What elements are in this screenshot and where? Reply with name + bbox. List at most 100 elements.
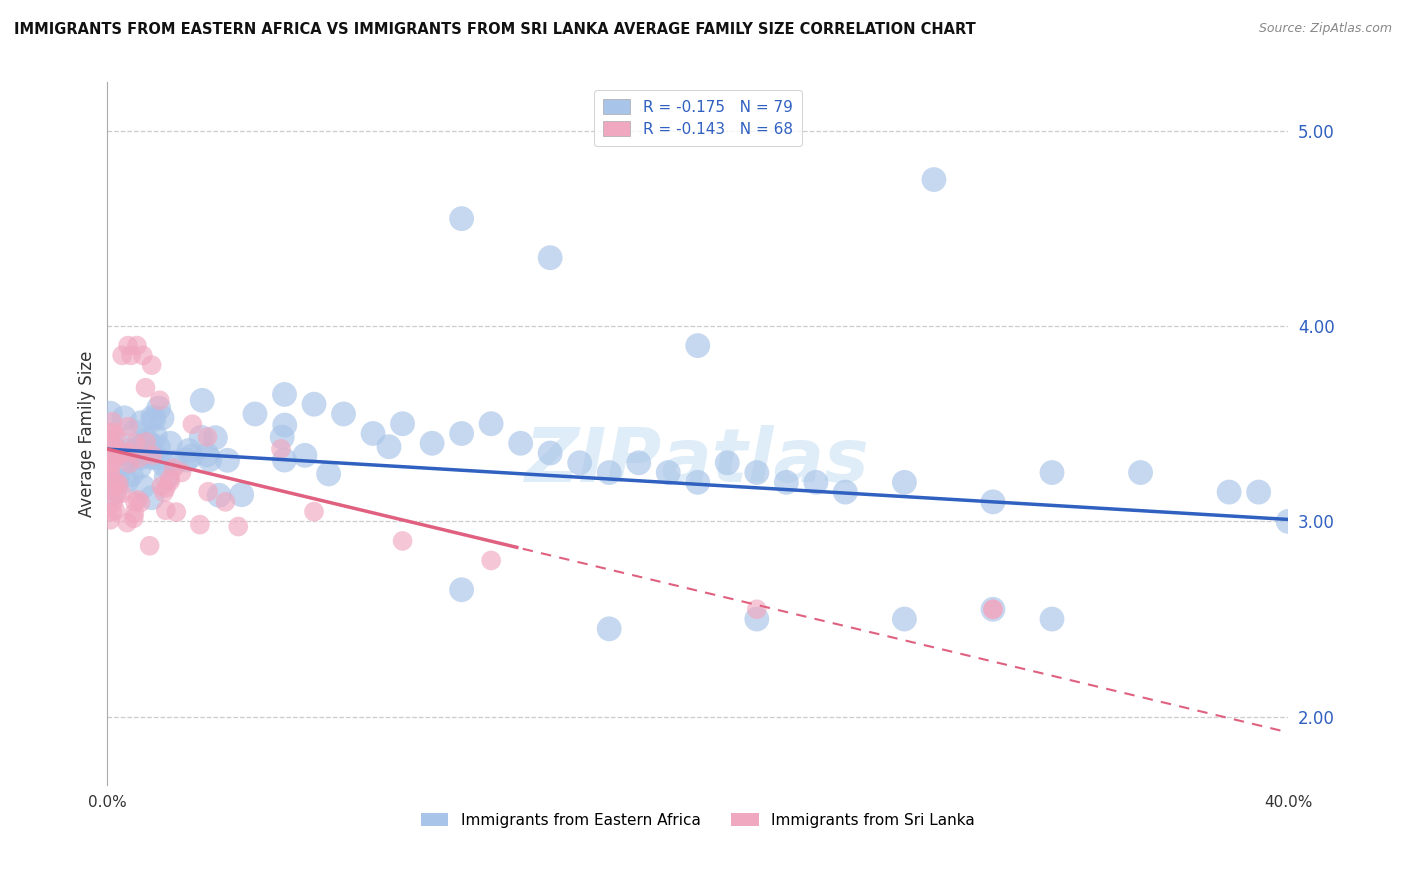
Point [105,475,128,490]
Point [450,211,472,226]
Point [150,411,173,425]
Point [131,438,153,452]
Point [101,441,124,455]
Point [124,495,146,509]
Point [657,466,679,480]
Point [155,470,177,484]
Point [804,475,827,490]
Point [208,488,231,502]
Point [112,444,135,458]
Point [124,435,146,450]
Text: Source: ZipAtlas.com: Source: ZipAtlas.com [1258,22,1392,36]
Point [1040,612,1063,626]
Point [180,449,202,463]
Point [181,417,204,432]
Point [745,612,768,626]
Point [981,602,1004,616]
Point [132,348,155,362]
Point [134,381,156,395]
Point [177,443,200,458]
Point [191,393,214,408]
Point [1040,466,1063,480]
Legend: Immigrants from Eastern Africa, Immigrants from Sri Lanka: Immigrants from Eastern Africa, Immigran… [415,806,981,834]
Point [108,448,131,462]
Point [114,455,136,469]
Point [103,425,125,440]
Point [117,419,139,434]
Point [361,426,384,441]
Point [98,425,121,440]
Point [568,456,591,470]
Point [190,430,212,444]
Point [98,462,121,476]
Text: ZIP​atlas: ZIP​atlas [526,425,870,498]
Point [1247,485,1270,500]
Point [176,453,198,467]
Point [150,479,173,493]
Point [686,475,709,490]
Point [165,505,187,519]
Point [124,506,146,520]
Point [107,477,129,491]
Point [391,533,413,548]
Point [103,478,125,492]
Point [139,437,162,451]
Point [538,446,561,460]
Point [922,172,945,186]
Point [101,456,124,470]
Point [274,418,297,433]
Point [135,433,157,447]
Point [1218,485,1240,500]
Point [391,417,413,431]
Point [450,582,472,597]
Point [273,387,295,401]
Point [138,539,160,553]
Point [893,612,915,626]
Point [117,338,139,352]
Point [159,436,181,450]
Point [98,434,121,449]
Point [104,503,127,517]
Point [141,450,163,465]
Point [538,251,561,265]
Point [128,459,150,474]
Point [162,461,184,475]
Point [101,495,124,509]
Point [103,448,125,462]
Point [155,481,177,495]
Point [132,480,155,494]
Point [121,448,143,462]
Point [142,410,165,425]
Point [115,516,138,530]
Point [420,436,443,450]
Point [981,602,1004,616]
Point [98,406,121,420]
Point [103,486,125,500]
Y-axis label: Average Family Size: Average Family Size [79,351,96,516]
Point [273,453,295,467]
Point [170,466,193,480]
Point [142,412,165,426]
Text: IMMIGRANTS FROM EASTERN AFRICA VS IMMIGRANTS FROM SRI LANKA AVERAGE FAMILY SIZE : IMMIGRANTS FROM EASTERN AFRICA VS IMMIGR… [14,22,976,37]
Point [112,410,135,425]
Point [135,434,157,449]
Point [204,431,226,445]
Point [226,519,249,533]
Point [124,425,146,439]
Point [111,348,134,362]
Point [118,445,141,459]
Point [378,440,401,454]
Point [101,505,124,519]
Point [450,426,472,441]
Point [197,484,219,499]
Point [141,448,163,462]
Point [231,488,253,502]
Point [98,448,121,462]
Point [195,448,218,462]
Point [98,513,121,527]
Point [214,495,236,509]
Point [153,485,176,500]
Point [143,429,166,443]
Point [128,450,150,465]
Point [101,434,124,449]
